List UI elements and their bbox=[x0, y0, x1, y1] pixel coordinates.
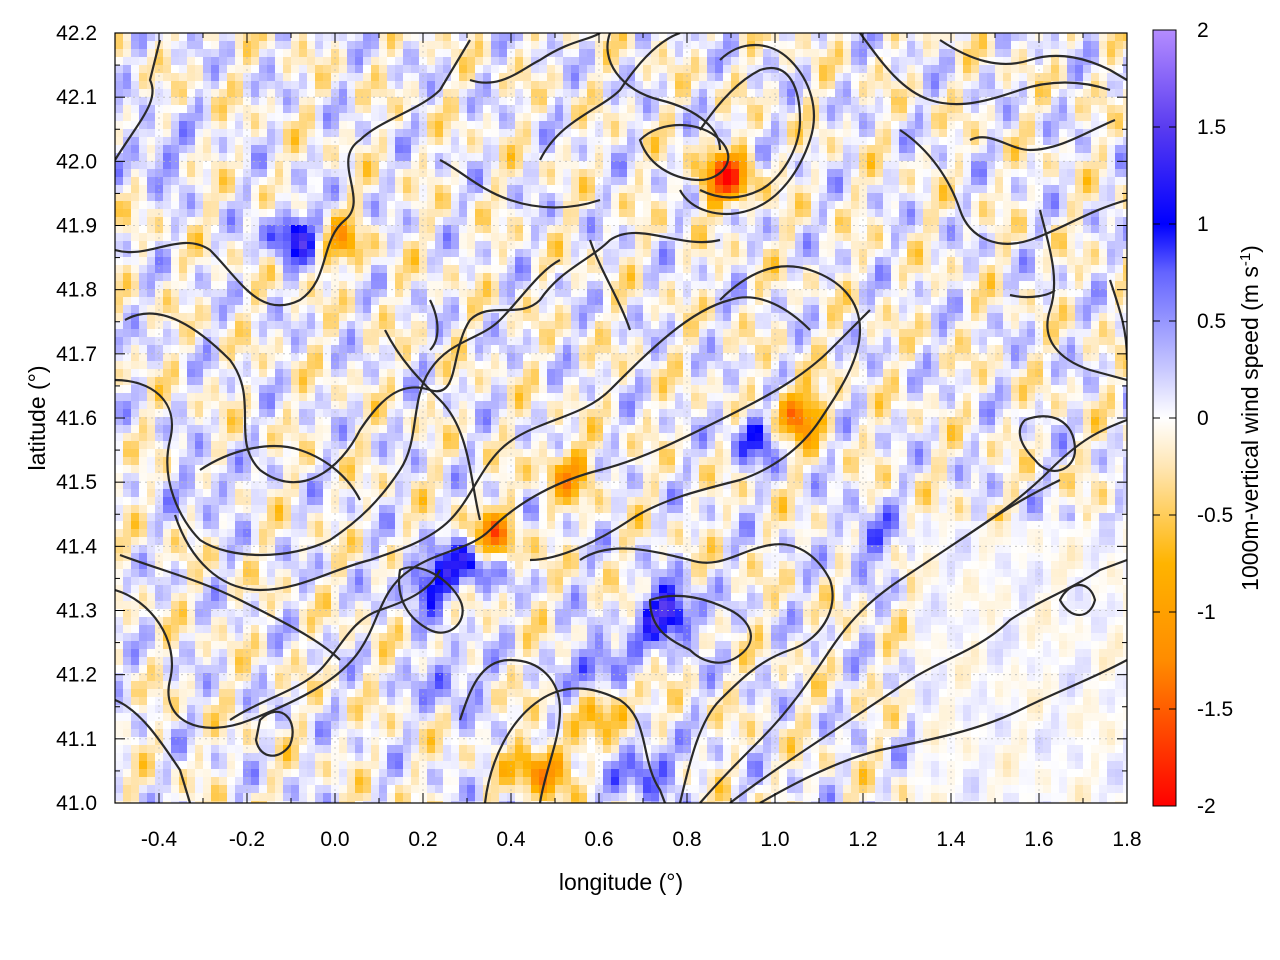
y-tick-label: 42.2 bbox=[56, 22, 97, 45]
contour-line bbox=[429, 299, 439, 351]
y-tick-label: 41.0 bbox=[56, 792, 97, 815]
x-tick-label: 0.8 bbox=[672, 828, 701, 851]
colorbar-tick-label: -1.5 bbox=[1197, 698, 1233, 721]
colorbar-ticks: 2 1.5 1 0.5 0 -0.5 -1 -1.5 -2 bbox=[1153, 19, 1233, 818]
vertical-wind-heatmap bbox=[115, 33, 1127, 803]
x-axis-tick-labels: -0.4 -0.2 0.0 0.2 0.4 0.6 0.8 1.0 1.2 1.4 1.6 1.8 bbox=[141, 828, 1142, 851]
contour-line bbox=[899, 129, 1127, 245]
contour-line bbox=[384, 329, 482, 521]
contour-line bbox=[539, 33, 722, 161]
y-tick-label: 41.2 bbox=[56, 664, 97, 687]
y-tick-label: 41.9 bbox=[56, 215, 97, 238]
contour-line bbox=[859, 33, 1111, 106]
plot-area bbox=[114, 32, 1128, 804]
contour-line bbox=[115, 259, 561, 557]
contour-line bbox=[1038, 209, 1127, 382]
contour-line bbox=[699, 67, 802, 199]
colorbar-tick-label: -0.5 bbox=[1197, 504, 1233, 527]
x-tick-label: 1.8 bbox=[1112, 828, 1141, 851]
y-tick-label: 41.3 bbox=[56, 600, 97, 623]
contour-line bbox=[199, 444, 361, 501]
contour-line bbox=[115, 309, 871, 729]
colorbar-label: 1000m-vertical wind speed (m s-1) bbox=[1237, 245, 1263, 591]
x-tick-label: 1.2 bbox=[848, 828, 877, 851]
contour-line bbox=[1058, 583, 1097, 617]
x-tick-label: 1.6 bbox=[1024, 828, 1053, 851]
y-tick-label: 42.0 bbox=[56, 150, 97, 173]
colorbar-tick-label: 0.5 bbox=[1197, 310, 1226, 333]
y-tick-label: 41.4 bbox=[56, 535, 97, 558]
y-axis-label: latitude (°) bbox=[24, 365, 50, 470]
contour-line bbox=[939, 39, 1127, 81]
colorbar-tick-label: -2 bbox=[1197, 795, 1216, 818]
x-tick-label: -0.4 bbox=[141, 828, 178, 851]
contour-line bbox=[959, 418, 1127, 541]
x-tick-label: 0.6 bbox=[584, 828, 613, 851]
contour-line bbox=[439, 159, 601, 209]
contour-line bbox=[115, 39, 471, 307]
contour-line bbox=[1009, 289, 1056, 299]
contour-line bbox=[119, 553, 341, 661]
contour-line bbox=[115, 569, 441, 803]
y-tick-label: 41.5 bbox=[56, 471, 97, 494]
contour-line bbox=[638, 123, 730, 182]
x-tick-label: 0.4 bbox=[496, 828, 526, 851]
colorbar-tick-label: 1.5 bbox=[1197, 116, 1226, 139]
x-tick-label: 1.4 bbox=[936, 828, 966, 851]
x-tick-label: 1.0 bbox=[760, 828, 789, 851]
contour-line bbox=[759, 659, 1127, 803]
y-tick-label: 41.8 bbox=[56, 279, 97, 302]
colorbar-tick-label: 0 bbox=[1197, 407, 1209, 430]
contour-line bbox=[469, 33, 601, 84]
contour-line bbox=[529, 265, 862, 562]
x-tick-label: -0.2 bbox=[229, 828, 265, 851]
colorbar-tick-label: 1 bbox=[1197, 213, 1209, 236]
x-tick-label: 0.2 bbox=[408, 828, 437, 851]
colorbar-tick-label: -1 bbox=[1197, 601, 1216, 624]
y-tick-label: 42.1 bbox=[56, 86, 97, 109]
contour-line bbox=[648, 594, 752, 664]
colorbar-tick-label: 2 bbox=[1197, 19, 1209, 42]
y-axis-tick-labels: 41.0 41.1 41.2 41.3 41.4 41.5 41.6 41.7 41.8 41.9… bbox=[56, 22, 97, 815]
contour-line bbox=[458, 658, 562, 803]
contour-line bbox=[729, 558, 1127, 803]
axis-ticks bbox=[114, 32, 1128, 804]
y-tick-label: 41.6 bbox=[56, 407, 97, 430]
x-axis-label: longitude (°) bbox=[559, 869, 683, 895]
y-tick-label: 41.7 bbox=[56, 343, 97, 366]
contour-line bbox=[579, 543, 834, 803]
contour-line bbox=[588, 239, 632, 331]
contour-line bbox=[969, 118, 1116, 152]
contour-line bbox=[679, 43, 815, 215]
contour-line bbox=[1018, 415, 1077, 472]
y-tick-label: 41.1 bbox=[56, 728, 97, 751]
x-tick-label: 0.0 bbox=[320, 828, 349, 851]
contour-line bbox=[173, 296, 811, 592]
contour-line bbox=[483, 687, 667, 803]
contour-line bbox=[397, 566, 464, 634]
contour-line bbox=[254, 710, 294, 757]
colorbar: 2 1.5 1 0.5 0 -0.5 -1 -1.5 -2 bbox=[1152, 19, 1233, 818]
terrain-contours bbox=[115, 33, 1127, 803]
